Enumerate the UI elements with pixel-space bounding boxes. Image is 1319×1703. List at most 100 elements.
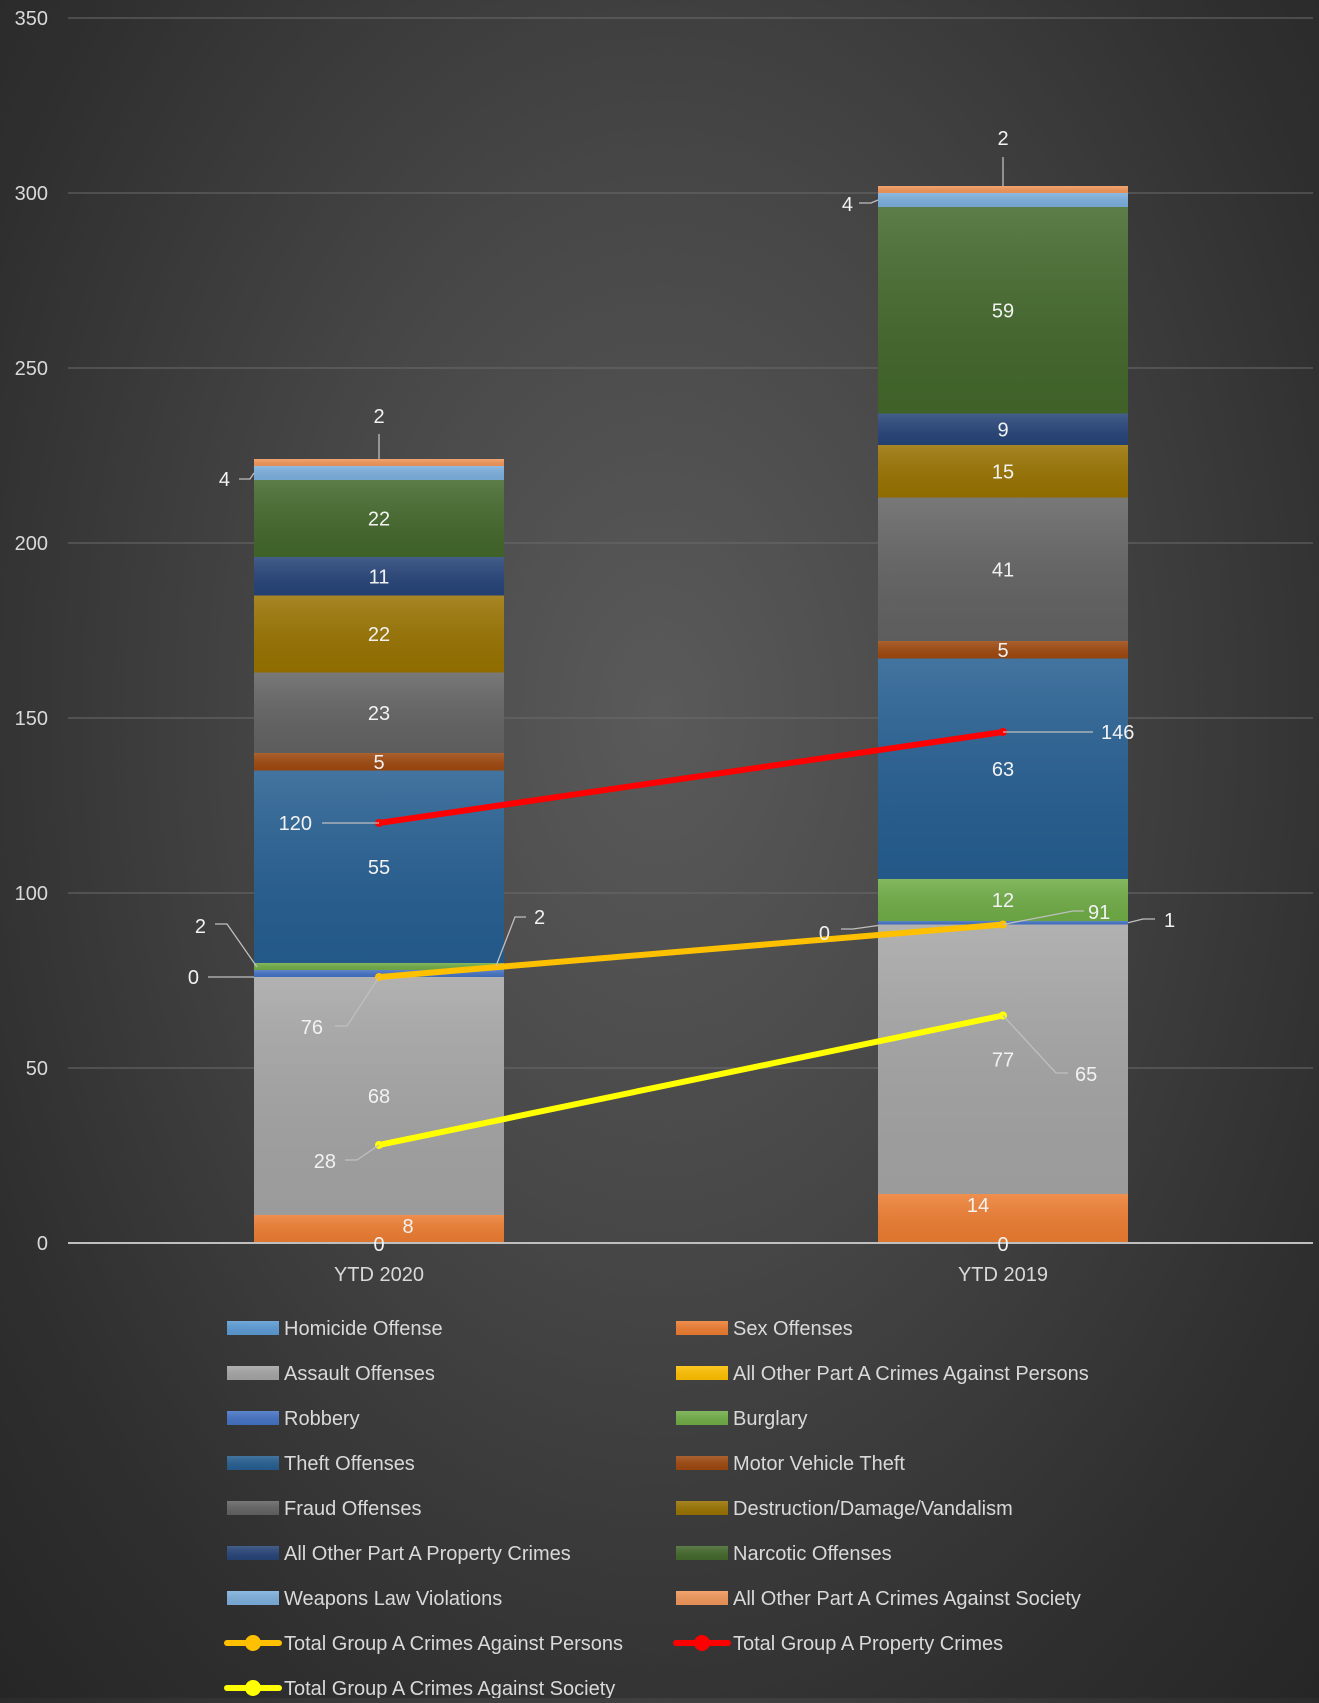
leader-burglary-ytd-2020	[495, 916, 526, 967]
bar-segment-shade	[878, 924, 1128, 1194]
legend-swatch-shade	[227, 1546, 279, 1560]
data-label-total-society-ytd-2020: 28	[314, 1151, 336, 1173]
bar-segment-shade	[878, 413, 1128, 445]
y-tick-label-250: 250	[15, 358, 48, 380]
data-label-all-other-part-a-property-crimes-ytd-2019: 9	[997, 419, 1008, 441]
leader-total-society-ytd-2020	[345, 1144, 380, 1161]
data-label-total-persons-ytd-2019: 91	[1088, 902, 1110, 924]
line-total-group-a-property-crimes	[376, 729, 1006, 826]
leader-aop-persons-ytd-2019	[841, 924, 879, 930]
data-label-narcotic-offenses-ytd-2019: 59	[992, 300, 1014, 322]
data-label-sex-offenses-ytd-2019: 14	[967, 1195, 989, 1217]
legend-swatch-shade	[227, 1411, 279, 1425]
legend-marker-total-group-a-crimes-against-society	[245, 1680, 261, 1696]
bar-segment-shade	[878, 879, 1128, 921]
data-label-destruction-damage-vandalism-ytd-2020: 22	[368, 624, 390, 646]
leader-weapons-ytd-2020	[239, 472, 255, 480]
legend: Homicide Offense Sex Offenses Assault Offe…	[224, 1318, 1089, 1700]
legend-label-sex-offenses: Sex Offenses	[733, 1318, 853, 1340]
y-tick-label-200: 200	[15, 533, 48, 555]
y-tick-label-150: 150	[15, 708, 48, 730]
legend-item-all-other-part-a-crimes-against-society: All Other Part A Crimes Against Society	[676, 1588, 1081, 1610]
data-label-theft-offenses-ytd-2019: 63	[992, 759, 1014, 781]
legend-label-burglary: Burglary	[733, 1408, 807, 1430]
bar-segment-shade	[254, 459, 504, 466]
legend-swatch-shade	[227, 1321, 279, 1335]
leader-weapons-ytd-2019	[859, 199, 879, 204]
legend-item-destruction-damage-vandalism: Destruction/Damage/Vandalism	[676, 1498, 1013, 1520]
legend-item-total-group-a-property-crimes: Total Group A Property Crimes	[673, 1633, 1003, 1655]
data-label-weapons-ytd-2019: 4	[842, 194, 853, 216]
bar-segment-shade	[878, 641, 1128, 659]
data-label-society-other-ytd-2019: 2	[997, 128, 1008, 150]
bar-segment-shade	[878, 445, 1128, 498]
data-label-weapons-ytd-2020: 4	[219, 469, 230, 491]
legend-swatch-shade	[676, 1366, 728, 1380]
y-tick-label-0: 0	[37, 1233, 48, 1255]
legend-swatch-shade	[227, 1591, 279, 1605]
bar-segment-shade	[878, 497, 1128, 641]
bar-segment-shade	[878, 1194, 1128, 1243]
legend-swatch-shade	[676, 1546, 728, 1560]
bar-segment-shade	[254, 672, 504, 753]
legend-swatch-shade	[676, 1591, 728, 1605]
bar-segment-shade	[254, 595, 504, 673]
data-label-fraud-offenses-ytd-2020: 23	[368, 703, 390, 725]
legend-item-burglary: Burglary	[676, 1408, 807, 1430]
bar-segment-shade	[254, 770, 504, 963]
legend-item-robbery: Robbery	[227, 1408, 360, 1430]
bar-segment-shade	[254, 1215, 504, 1243]
legend-label-weapons-law-violations: Weapons Law Violations	[284, 1588, 502, 1610]
data-label-motor-vehicle-theft-ytd-2019: 5	[997, 640, 1008, 662]
legend-item-homicide-offense: Homicide Offense	[227, 1318, 443, 1340]
leader-total-persons-ytd-2020	[335, 976, 380, 1027]
leader-total-persons-ytd-2019	[1002, 910, 1084, 926]
data-label-burglary-ytd-2019: 12	[992, 890, 1014, 912]
data-label-all-other-part-a-property-crimes-ytd-2020: 11	[369, 566, 390, 588]
data-label-assault-offenses-ytd-2020: 68	[368, 1086, 390, 1108]
leader-total-society-ytd-2019	[1002, 1015, 1068, 1074]
legend-item-all-other-part-a-crimes-against-persons: All Other Part A Crimes Against Persons	[676, 1363, 1089, 1385]
legend-item-sex-offenses: Sex Offenses	[676, 1318, 853, 1340]
legend-item-motor-vehicle-theft: Motor Vehicle Theft	[676, 1453, 905, 1475]
legend-label-total-group-a-crimes-against-society: Total Group A Crimes Against Society	[284, 1678, 615, 1698]
legend-label-all-other-part-a-property-crimes: All Other Part A Property Crimes	[284, 1543, 571, 1565]
bar-segment-shade	[254, 753, 504, 771]
data-label-society-other-ytd-2020: 2	[373, 406, 384, 428]
y-tick-label-300: 300	[15, 183, 48, 205]
bar-segment-shade	[878, 658, 1128, 879]
x-tick-label-ytd-2019: YTD 2019	[958, 1264, 1048, 1286]
data-label-homicide-offense-ytd-2019: 0	[997, 1234, 1008, 1256]
data-label-assault-offenses-ytd-2019: 77	[992, 1049, 1014, 1071]
legend-swatch-shade	[676, 1456, 728, 1470]
legend-marker-total-group-a-property-crimes	[694, 1635, 710, 1651]
data-label-total-property-ytd-2019: 146	[1101, 722, 1134, 744]
legend-item-total-group-a-crimes-against-persons: Total Group A Crimes Against Persons	[224, 1633, 623, 1655]
data-label-destruction-damage-vandalism-ytd-2019: 15	[992, 461, 1014, 483]
bar-segment-shade	[254, 557, 504, 596]
stacked-bars	[254, 186, 1128, 1243]
legend-label-all-other-part-a-crimes-against-society: All Other Part A Crimes Against Society	[733, 1588, 1081, 1610]
bar-segment-shade	[878, 186, 1128, 193]
legend-label-homicide-offense: Homicide Offense	[284, 1318, 443, 1340]
legend-label-theft-offenses: Theft Offenses	[284, 1453, 415, 1475]
bar-segment-shade	[254, 977, 504, 1215]
legend-item-theft-offenses: Theft Offenses	[227, 1453, 415, 1475]
bar-segment-shade	[254, 480, 504, 557]
legend-swatch-shade	[227, 1366, 279, 1380]
data-label-fraud-offenses-ytd-2019: 41	[992, 559, 1014, 581]
line-total-group-a-crimes-against-persons	[376, 921, 1006, 980]
legend-label-destruction-damage-vandalism: Destruction/Damage/Vandalism	[733, 1498, 1013, 1520]
legend-label-narcotic-offenses: Narcotic Offenses	[733, 1543, 892, 1565]
data-label-homicide-offense-ytd-2020: 0	[373, 1234, 384, 1256]
data-label-burglary-ytd-2020: 2	[534, 907, 545, 929]
data-label-robbery-ytd-2019: 1	[1164, 910, 1175, 932]
legend-label-motor-vehicle-theft: Motor Vehicle Theft	[733, 1453, 905, 1475]
total-lines	[375, 728, 1007, 1149]
legend-swatch-shade	[676, 1321, 728, 1335]
data-label-total-society-ytd-2019: 65	[1075, 1064, 1097, 1086]
legend-marker-total-group-a-crimes-against-persons	[245, 1635, 261, 1651]
legend-item-all-other-part-a-property-crimes: All Other Part A Property Crimes	[227, 1543, 571, 1565]
